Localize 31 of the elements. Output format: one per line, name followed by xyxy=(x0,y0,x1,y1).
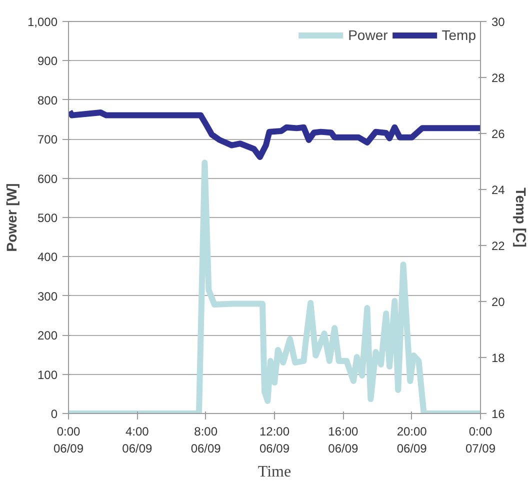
y2-tick-label: 16 xyxy=(492,407,506,421)
y2-axis-title: Temp [C] xyxy=(512,188,529,248)
y2-tick-label: 22 xyxy=(492,239,506,253)
y-tick-label: 700 xyxy=(37,132,58,147)
x-tick-label: 20:00 06/09 xyxy=(396,424,428,456)
x-tick-label: 12:00 06/09 xyxy=(259,424,290,456)
x-tick-label: 8:00 06/09 xyxy=(190,424,222,456)
y2-tick-label: 30 xyxy=(492,15,506,29)
legend-label: Temp xyxy=(442,27,476,43)
y2-tick-label: 24 xyxy=(492,183,506,197)
legend-label: Power xyxy=(348,27,388,43)
x-axis-title: Time xyxy=(258,463,292,480)
y-tick-label: 200 xyxy=(37,328,58,343)
x-tick-label: 0:00 07/09 xyxy=(465,424,496,456)
y-tick-label: 900 xyxy=(37,54,58,68)
y-tick-label: 500 xyxy=(37,211,58,225)
y2-tick-label: 18 xyxy=(492,351,506,365)
y-tick-label: 400 xyxy=(37,250,58,264)
x-tick-label: 0:00 06/09 xyxy=(53,424,84,456)
y-tick-label: 0 xyxy=(50,407,58,421)
y2-tick-label: 28 xyxy=(492,71,506,85)
x-tick-label: 4:00 06/09 xyxy=(122,424,153,456)
y-axis-title: Power [W] xyxy=(3,183,20,252)
y-tick-label: 300 xyxy=(37,289,58,304)
x-tick-label: 16:00 06/09 xyxy=(328,424,359,456)
y-tick-label: 1,000 xyxy=(27,15,58,29)
y-tick-label: 600 xyxy=(37,172,58,186)
y2-tick-label: 20 xyxy=(492,295,506,309)
y2-tick-label: 26 xyxy=(492,127,506,141)
y-tick-label: 100 xyxy=(37,368,58,382)
y-tick-label: 800 xyxy=(37,93,58,108)
